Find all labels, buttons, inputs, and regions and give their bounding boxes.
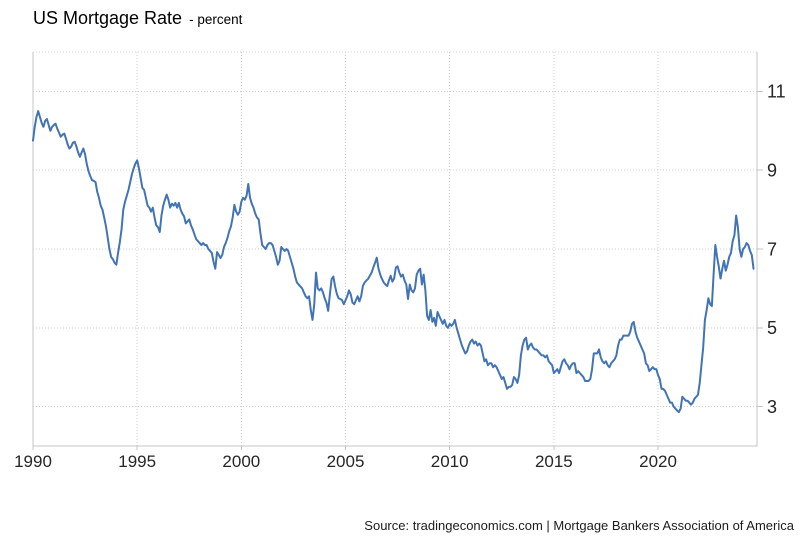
source-attribution: Source: tradingeconomics.com | Mortgage … <box>364 518 794 533</box>
y-tick-label: 5 <box>767 318 777 338</box>
chart-subtitle-text: - percent <box>189 12 243 27</box>
y-tick-label: 11 <box>767 82 786 102</box>
y-tick-label: 9 <box>767 161 777 181</box>
x-tick-label: 2000 <box>222 452 260 471</box>
mortgage-rate-line-chart[interactable]: 3 5 7 9 11 1990 1995 2000 2005 2010 2015 2020 <box>0 0 800 505</box>
x-tick-label: 1990 <box>14 452 52 471</box>
x-tick-label: 1995 <box>118 452 156 471</box>
rate-series-line[interactable] <box>32 110 755 414</box>
x-tick-label: 2005 <box>327 452 365 471</box>
chart-title-text: US Mortgage Rate <box>33 8 183 28</box>
x-tick-label: 2010 <box>431 452 469 471</box>
y-tick-label: 7 <box>767 239 777 259</box>
chart-title: US Mortgage Rate - percent <box>33 8 242 29</box>
x-tick-label: 2020 <box>639 452 677 471</box>
y-tick-label: 3 <box>767 397 777 417</box>
x-tick-label: 2015 <box>535 452 573 471</box>
